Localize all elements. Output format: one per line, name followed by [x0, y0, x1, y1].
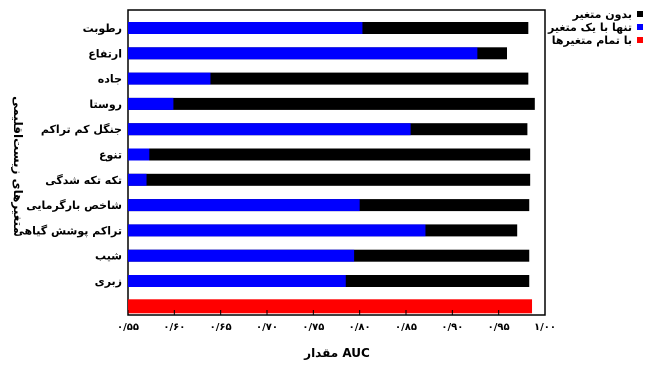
legend-label: تنها با یک متغیر: [547, 21, 632, 34]
bar-single-variable: [128, 199, 360, 212]
legend-swatch: [637, 37, 643, 43]
bars-layer: [128, 22, 535, 314]
plot-frame: [127, 9, 546, 316]
bar-single-variable: [128, 148, 150, 161]
category-label: جنگل کم تراکم: [41, 123, 122, 136]
x-tick-label: ۰/۸۵: [395, 322, 417, 333]
x-tick-label: ۰/۵۵: [117, 322, 139, 333]
bar-without-variable: [128, 72, 529, 85]
x-axis-title: مقدار AUC: [303, 346, 370, 360]
legend-label: با تمام متغیرها: [552, 34, 632, 47]
x-tick-label: ۰/۶۰: [163, 322, 185, 333]
category-label: زبری: [95, 275, 122, 288]
bar-single-variable: [128, 47, 478, 60]
x-tick-label: ۰/۶۵: [210, 322, 232, 333]
x-tick-label: ۰/۹۰: [441, 322, 463, 333]
bar-single-variable: [128, 275, 346, 287]
x-axis-ticks: ۰/۵۵ ۰/۶۰ ۰/۶۵ ۰/۷۰ ۰/۷۵ ۰/۸۰ ۰/۸۵ ۰/۹۰ ۰/۹۵ ۱/۰۰: [117, 310, 556, 333]
bar-single-variable: [128, 224, 426, 237]
legend-swatch: [637, 24, 643, 30]
category-label: جاده: [98, 73, 122, 86]
x-tick-label: ۰/۸۰: [349, 322, 371, 333]
bar-single-variable: [128, 22, 363, 34]
y-axis-title: متغیرهای زیست‌اقلیمی: [11, 96, 25, 234]
bar-single-variable: [128, 173, 147, 186]
category-label: شیب: [95, 250, 122, 263]
legend-label: بدون متغیر: [572, 8, 632, 21]
bar-without-variable: [128, 97, 535, 110]
x-tick-label: ۰/۹۵: [488, 322, 510, 333]
category-label: روستا: [89, 98, 122, 111]
bar-single-variable: [128, 72, 211, 85]
bar-all-variables: [128, 299, 533, 314]
category-label: تنوع: [99, 149, 122, 162]
category-label: تراکم پوشش گیاهی: [13, 224, 122, 237]
x-tick-label: ۱/۰۰: [534, 322, 556, 333]
category-label: شاخص بارگرمایی: [26, 199, 122, 212]
category-label: رطوبت: [83, 22, 122, 35]
bar-without-variable: [128, 148, 531, 161]
x-tick-label: ۰/۷۵: [302, 322, 324, 333]
bar-single-variable: [128, 249, 355, 262]
bar-without-variable: [128, 173, 531, 186]
legend-swatch: [637, 11, 643, 17]
category-labels: رطوبت ارتفاع جاده روستا جنگل کم تراکم تنوع تکه…: [13, 22, 122, 288]
bar-single-variable: [128, 97, 174, 110]
x-tick-label: ۰/۷۰: [256, 322, 278, 333]
category-label: تکه تکه شدگی: [45, 174, 122, 187]
category-label: ارتفاع: [88, 47, 122, 60]
bar-single-variable: [128, 123, 411, 136]
